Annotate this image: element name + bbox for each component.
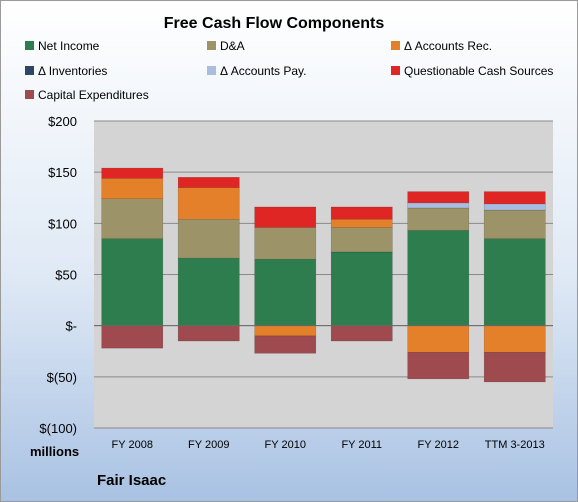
y-tick-label: $100 [48, 216, 77, 231]
legend-item-capex: Capital Expenditures [25, 88, 149, 102]
bar-segment [483, 325, 546, 353]
bar-segment [407, 325, 470, 353]
y-tick-label: $(50) [47, 370, 77, 385]
legend-swatch [207, 41, 216, 50]
bar-segment [177, 325, 240, 342]
bar-segment [101, 167, 164, 179]
bar-segment [101, 178, 164, 200]
bar-segment [177, 257, 240, 326]
bar-segment [330, 218, 393, 228]
legend-item-accounts-pay: Δ Accounts Pay. [207, 64, 307, 78]
bar-segment [254, 206, 317, 228]
bar-segment [330, 227, 393, 253]
legend-label: Questionable Cash Sources [404, 64, 554, 78]
bar-segment [330, 325, 393, 342]
legend-swatch [391, 41, 400, 50]
legend-swatch [25, 90, 34, 99]
y-tick-label: $(100) [39, 421, 77, 436]
legend-label: Capital Expenditures [38, 88, 149, 102]
bar-segment [177, 187, 240, 220]
y-tick-label: $- [65, 319, 77, 334]
y-tick-label: $200 [48, 114, 77, 129]
x-tick-label: FY 2009 [188, 439, 229, 451]
x-tick-label: TTM 3-2013 [485, 439, 545, 451]
legend-swatch [25, 66, 34, 75]
x-tick-label: FY 2010 [265, 439, 306, 451]
bar-segment [407, 191, 470, 204]
legend-swatch [25, 41, 34, 50]
legend-item-net-income: Net Income [25, 39, 99, 53]
units-label: millions [30, 444, 80, 459]
legend-label: Δ Inventories [38, 64, 108, 78]
y-tick-label: $150 [48, 165, 77, 180]
bar-segment [177, 177, 240, 188]
chart-title: Free Cash Flow Components [163, 15, 385, 32]
legend-item-questionable-cash: Questionable Cash Sources [391, 64, 553, 78]
legend-label: Δ Accounts Rec. [404, 39, 493, 53]
bar-segment [483, 209, 546, 239]
bar-segment [330, 251, 393, 326]
legend-label: D&A [220, 39, 245, 53]
legend-swatch [391, 66, 400, 75]
bar-segment [407, 230, 470, 326]
bar-segment [407, 202, 470, 209]
bar-segment [254, 325, 317, 337]
legend-item-da: D&A [207, 39, 245, 53]
legend-item-inventories: Δ Inventories [25, 64, 107, 78]
bar-segment [483, 203, 546, 211]
x-tick-label: FY 2008 [112, 439, 153, 451]
x-tick-label: FY 2011 [341, 439, 382, 451]
bar-segment [483, 238, 546, 326]
x-tick-label: FY 2012 [418, 439, 459, 451]
bar-segment [483, 352, 546, 383]
bar-segment [254, 258, 317, 326]
bar-segment [177, 218, 240, 259]
bar-segment [330, 206, 393, 220]
bar-segment [254, 227, 317, 260]
bar-segment [407, 352, 470, 380]
legend-label: Δ Accounts Pay. [220, 64, 307, 78]
bar-segment [101, 238, 164, 326]
legend-item-accounts-rec: Δ Accounts Rec. [391, 39, 492, 53]
bar-segment [101, 325, 164, 349]
bar-segment [483, 191, 546, 205]
y-tick-label: $50 [55, 268, 77, 283]
bar-segment [407, 207, 470, 231]
bar-segment [101, 198, 164, 239]
legend-swatch [207, 66, 216, 75]
legend-label: Net Income [38, 39, 100, 53]
bar-segment [254, 335, 317, 354]
company-label: Fair Isaac [97, 472, 167, 489]
